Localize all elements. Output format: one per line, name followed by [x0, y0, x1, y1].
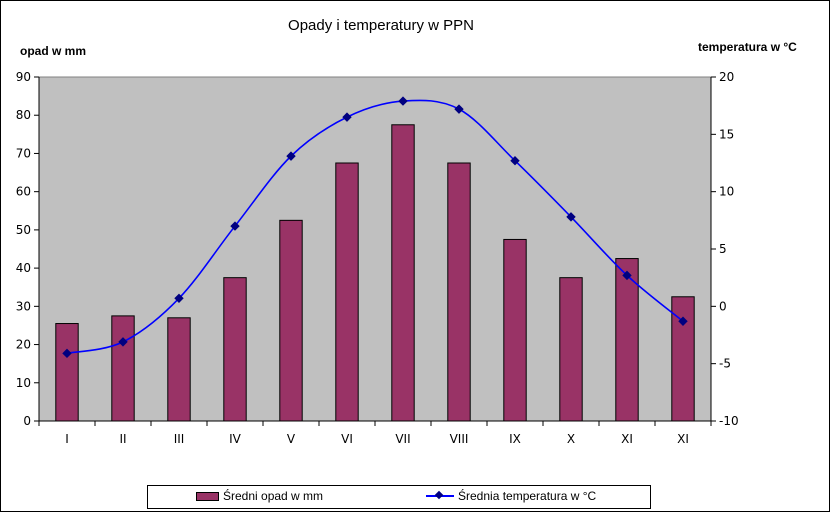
bar	[335, 162, 359, 422]
bar	[111, 315, 135, 422]
y-right-tick-label: 10	[719, 185, 734, 199]
legend-line-swatch	[426, 490, 454, 501]
x-tick-label: XI	[677, 432, 689, 446]
x-tick-label: II	[119, 432, 126, 446]
x-tick-label: IV	[229, 432, 242, 446]
chart-title: Opady i temperatury w PPN	[288, 17, 474, 34]
temperature-point	[622, 270, 632, 281]
legend-bar-swatch	[196, 491, 219, 501]
bar	[167, 317, 191, 422]
temperature-point	[118, 337, 128, 347]
temperature-point	[174, 293, 184, 304]
y-left-tick-label: 50	[16, 223, 31, 237]
temperature-point	[342, 112, 352, 122]
x-tick-label: V	[287, 432, 296, 446]
y-left-tick-label: 90	[16, 70, 31, 84]
bar	[447, 162, 471, 422]
temperature-point	[510, 155, 520, 166]
y-right-tick-label: 5	[719, 242, 727, 256]
x-tick-label: VIII	[450, 432, 469, 446]
bar	[503, 238, 527, 422]
y-left-tick-label: 30	[16, 299, 31, 313]
temperature-point	[454, 104, 464, 114]
x-tick-label: X	[567, 432, 575, 446]
legend-item-temperature: Średnia temperatura w °C	[426, 489, 596, 503]
bar	[391, 124, 415, 422]
temperature-point	[566, 212, 576, 222]
x-tick-label: VII	[395, 432, 410, 446]
temperature-point	[230, 221, 240, 231]
plot-area	[38, 76, 712, 422]
bar	[223, 277, 247, 422]
temperature-point	[678, 316, 688, 326]
x-tick-label: VI	[341, 432, 353, 446]
legend-label-temperature: Średnia temperatura w °C	[458, 489, 597, 503]
temperature-point	[398, 96, 408, 106]
legend-label-precipitation: Średni opad w mm	[223, 489, 324, 503]
y-left-tick-label: 40	[16, 261, 31, 275]
y-left-tick-label: 80	[16, 108, 31, 122]
temperature-point	[62, 348, 72, 359]
legend: Średni opad w mm Średnia temperatura w °…	[147, 485, 651, 509]
bar	[279, 219, 303, 422]
legend-item-precipitation: Średni opad w mm	[196, 489, 323, 503]
y-axis-left-label: opad w mm	[20, 44, 87, 58]
y-left-tick-label: 10	[16, 376, 31, 390]
y-right-tick-label: 15	[719, 127, 734, 141]
y-left-tick-label: 60	[16, 185, 31, 199]
y-right-tick-label: -10	[719, 414, 739, 428]
temperature-point	[286, 151, 296, 161]
x-tick-label: III	[174, 432, 185, 446]
bar	[559, 277, 583, 422]
y-left-tick-label: 0	[23, 414, 31, 428]
y-right-tick-label: 20	[719, 70, 734, 84]
y-right-tick-label: -5	[719, 357, 731, 371]
y-left-tick-label: 70	[16, 146, 31, 160]
bar	[55, 323, 79, 422]
x-tick-label: IX	[509, 432, 521, 446]
y-axis-right-label: temperatura w °C	[698, 40, 797, 54]
x-tick-label: XI	[621, 432, 633, 446]
x-tick-label: I	[65, 432, 69, 446]
y-right-tick-label: 0	[719, 299, 727, 313]
y-left-tick-label: 20	[16, 338, 31, 352]
